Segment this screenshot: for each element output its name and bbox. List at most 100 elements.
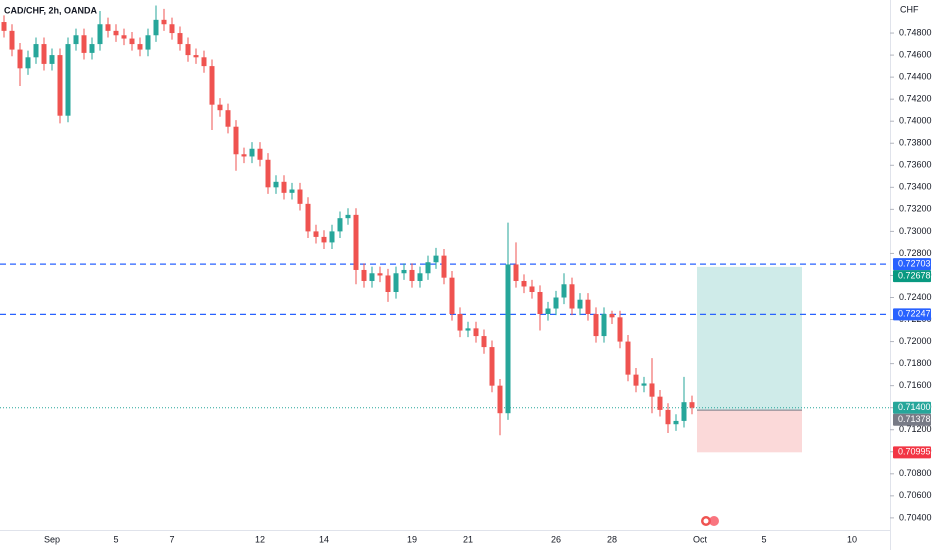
y-tick-label: 0.70600 xyxy=(899,490,932,500)
y-tick-label: 0.71600 xyxy=(899,380,932,390)
x-tick-label: Oct xyxy=(693,534,708,544)
chart-title: CAD/CHF, 2h, OANDA xyxy=(4,5,98,15)
candle-body xyxy=(89,44,95,53)
candle-body xyxy=(49,55,55,64)
candle-body xyxy=(689,402,695,408)
y-tick-label: 0.74800 xyxy=(899,27,932,37)
candle-body xyxy=(449,277,455,315)
candle-body xyxy=(377,273,383,276)
price-label-bg xyxy=(893,401,931,414)
y-tick-label: 0.74200 xyxy=(899,94,932,104)
y-tick-label: 0.73600 xyxy=(899,160,932,170)
event-icon xyxy=(701,516,719,526)
candle-body xyxy=(73,35,79,45)
candle-body xyxy=(273,181,279,188)
y-tick-label: 0.73000 xyxy=(899,226,932,236)
candle-body xyxy=(17,49,23,69)
candle-body xyxy=(121,35,127,39)
candle-body xyxy=(1,22,7,31)
price-label: 0.72247 xyxy=(898,309,931,319)
candle-body xyxy=(457,314,463,331)
candle-body xyxy=(401,269,407,274)
candle-body xyxy=(321,236,327,243)
candle-body xyxy=(569,284,575,309)
candle-body xyxy=(361,269,367,281)
candle-body xyxy=(641,383,647,386)
candle-body xyxy=(25,57,31,69)
candle-body xyxy=(489,347,495,386)
price-label: 0.71400 xyxy=(898,402,931,412)
candle-body xyxy=(313,231,319,237)
y-tick-label: 0.74000 xyxy=(899,116,932,126)
candle-body xyxy=(305,203,311,232)
candle-body xyxy=(209,66,215,105)
candle-body xyxy=(249,148,255,157)
candle-body xyxy=(649,383,655,397)
x-tick-label: 5 xyxy=(761,534,766,544)
candle-body xyxy=(417,273,423,281)
y-tick-label: 0.72000 xyxy=(899,336,932,346)
candle-body xyxy=(241,154,247,157)
y-tick-label: 0.71800 xyxy=(899,358,932,368)
candle-body xyxy=(337,218,343,232)
candle-body xyxy=(409,269,415,281)
loss-zone xyxy=(697,410,802,453)
candle-body xyxy=(433,255,439,263)
candle-body xyxy=(657,396,663,410)
candle-body xyxy=(481,336,487,348)
candle-body xyxy=(161,19,167,25)
candle-body xyxy=(281,181,287,193)
candle-body xyxy=(345,214,351,219)
candle-body xyxy=(105,24,111,31)
candle-body xyxy=(617,317,623,342)
candle-body xyxy=(169,24,175,34)
price-label-bg xyxy=(893,308,931,321)
candle-body xyxy=(385,275,391,292)
candle-body xyxy=(521,280,527,287)
y-tick-label: 0.72400 xyxy=(899,292,932,302)
x-tick-label: 26 xyxy=(551,534,561,544)
candle-body xyxy=(145,35,151,50)
candle-body xyxy=(65,44,71,116)
y-tick-label: 0.73800 xyxy=(899,138,932,148)
candle-body xyxy=(585,299,591,315)
candle-body xyxy=(505,264,511,414)
candle-body xyxy=(601,314,607,337)
candle-body xyxy=(233,126,239,155)
candle-body xyxy=(353,214,359,270)
y-tick-label: 0.73200 xyxy=(899,204,932,214)
candle-body xyxy=(297,189,303,204)
candle-body xyxy=(513,264,519,281)
candle-body xyxy=(113,30,119,36)
y-tick-label: 0.70400 xyxy=(899,512,932,522)
candle-body xyxy=(9,30,15,50)
x-tick-label: 12 xyxy=(255,534,265,544)
candle-body xyxy=(441,255,447,278)
candle-body xyxy=(625,341,631,375)
candle-body xyxy=(369,273,375,281)
candle-body xyxy=(289,189,295,193)
candle-body xyxy=(265,159,271,188)
candle-body xyxy=(673,420,679,425)
candle-body xyxy=(193,55,199,58)
profit-zone xyxy=(697,266,802,411)
price-label: 0.70995 xyxy=(898,447,931,457)
y-tick-label: 0.74600 xyxy=(899,49,932,59)
price-label-bg xyxy=(893,258,931,271)
candle-body xyxy=(593,314,599,337)
price-label-bg xyxy=(893,413,931,426)
candle-body xyxy=(465,328,471,331)
candle-body xyxy=(329,231,335,243)
candle-body xyxy=(425,262,431,274)
candle-body xyxy=(537,291,543,315)
y-tick-label: 0.70800 xyxy=(899,468,932,478)
candle-body xyxy=(153,19,159,36)
candle-body xyxy=(553,297,559,309)
x-tick-label: 21 xyxy=(463,534,473,544)
candle-body xyxy=(97,24,103,45)
candle-body xyxy=(33,44,39,58)
price-label: 0.72678 xyxy=(898,270,931,280)
price-label-bg xyxy=(893,446,931,459)
candle-body xyxy=(57,55,63,116)
